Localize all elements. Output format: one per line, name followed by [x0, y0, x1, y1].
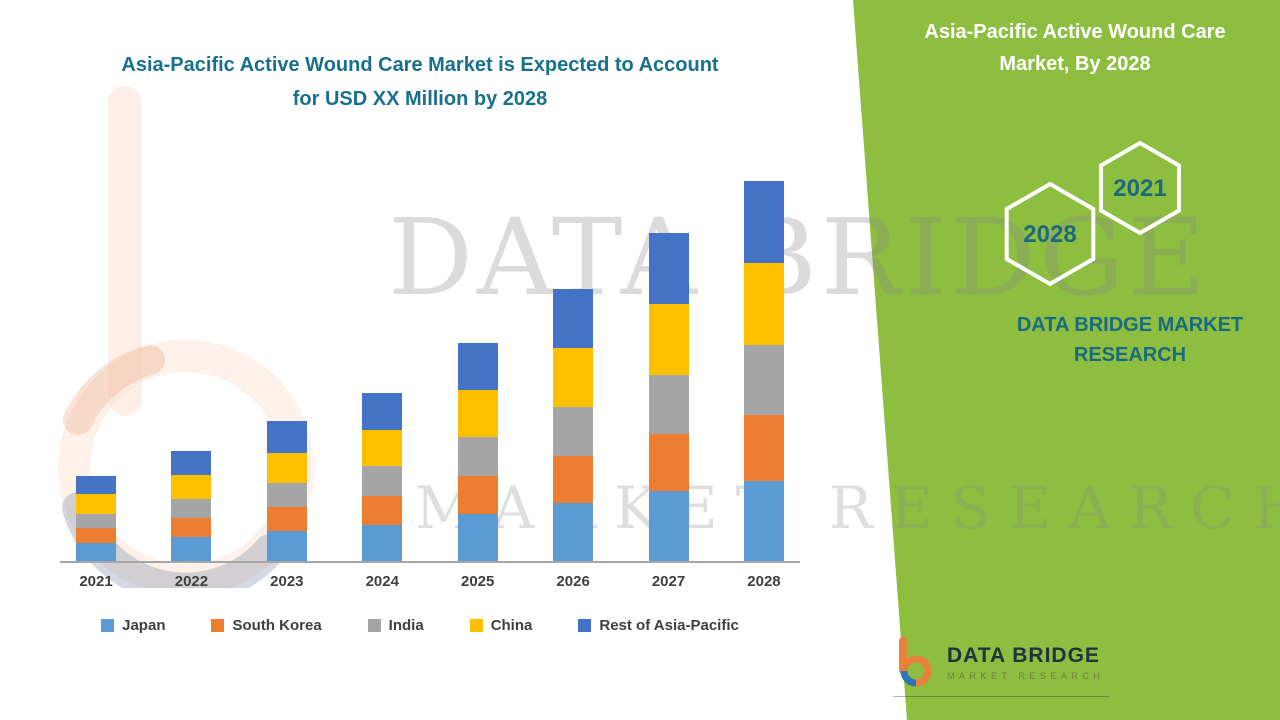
- legend-label: China: [490, 617, 533, 634]
- bar-segment-2027-japan: [648, 491, 689, 561]
- bar-2026: [553, 289, 594, 561]
- bar-segment-2022-india: [171, 499, 212, 518]
- chart-title-line1: Asia-Pacific Active Wound Care Market is…: [121, 54, 719, 76]
- bar-segment-2021-south-korea: [76, 528, 116, 543]
- bar-segment-2025-japan: [457, 514, 498, 561]
- bar-segment-2021-china: [76, 494, 116, 514]
- year-hexagons: 2028 2021: [1004, 140, 1181, 287]
- bar-segment-2028-japan: [743, 481, 784, 561]
- bar-segment-2021-japan: [76, 543, 116, 561]
- bar-segment-2023-india: [266, 483, 307, 507]
- bar-segment-2022-japan: [171, 537, 212, 561]
- bar-segment-2022-south-korea: [171, 518, 212, 537]
- bar-segment-2023-china: [266, 453, 307, 483]
- legend: Japan South Korea India China Rest of Asia-P…: [40, 617, 800, 634]
- legend-swatch: [469, 619, 483, 632]
- data-bridge-logo-icon: [899, 637, 932, 687]
- x-label-2022: 2022: [174, 573, 209, 590]
- bar-2024: [362, 393, 403, 561]
- bar-segment-2024-china: [362, 430, 403, 466]
- legend-label: Rest of Asia-Pacific: [599, 617, 739, 634]
- bar-segment-2021-rest-of-asia-pacific: [76, 476, 116, 494]
- bar-segment-2024-japan: [362, 525, 403, 561]
- bar-segment-2026-rest-of-asia-pacific: [553, 289, 594, 348]
- legend-swatch: [578, 619, 592, 632]
- footer-logo-text: DATA BRIDGE MARKET RESEARCH: [947, 644, 1104, 681]
- chart-title: Asia-Pacific Active Wound Care Market is…: [40, 48, 800, 116]
- x-label-2023: 2023: [270, 573, 304, 590]
- bar-segment-2028-south-korea: [743, 415, 784, 481]
- x-axis-labels: 2021 2022 2023 2024 2025 2026 2027 2028: [60, 573, 800, 590]
- bar-segment-2027-rest-of-asia-pacific: [648, 233, 689, 304]
- legend-swatch: [367, 619, 381, 632]
- bar-2022: [171, 451, 212, 561]
- legend-label: India: [388, 617, 424, 634]
- bar-2028: [743, 181, 784, 561]
- legend-item-south-korea: South Korea: [211, 617, 322, 634]
- bar-2025: [457, 343, 498, 561]
- chart-title-line2: for USD XX Million by 2028: [292, 88, 548, 110]
- bar-2021: [76, 476, 116, 561]
- bar-segment-2028-rest-of-asia-pacific: [743, 181, 784, 263]
- footer-logo-subtitle: MARKET RESEARCH: [947, 670, 1105, 681]
- bar-segment-2025-india: [457, 437, 498, 476]
- side-panel-title: Asia-Pacific Active Wound Care Market, B…: [890, 16, 1260, 80]
- bar-segment-2025-china: [457, 390, 498, 437]
- bar-segment-2027-india: [648, 375, 689, 434]
- x-label-2021: 2021: [79, 573, 113, 590]
- x-label-2027: 2027: [651, 573, 686, 590]
- bar-segment-2022-rest-of-asia-pacific: [171, 451, 212, 475]
- bar-segment-2023-japan: [266, 531, 307, 561]
- bar-segment-2027-china: [648, 304, 689, 375]
- hexagon-2028-icon: [1004, 181, 1096, 287]
- legend-item-china: China: [469, 617, 533, 634]
- x-label-2024: 2024: [365, 573, 399, 590]
- footer-logo-name: DATA BRIDGE: [947, 643, 1100, 667]
- x-label-2026: 2026: [556, 573, 590, 590]
- bar-segment-2025-rest-of-asia-pacific: [457, 343, 498, 390]
- legend-swatch: [101, 619, 115, 632]
- bar-chart: [60, 176, 800, 563]
- bar-segment-2024-india: [362, 466, 403, 496]
- legend-label: South Korea: [232, 617, 322, 634]
- x-label-2025: 2025: [461, 573, 495, 590]
- hexagon-2021-label: 2021: [1113, 175, 1166, 202]
- bar-segment-2027-south-korea: [648, 434, 689, 491]
- side-panel-title-line2: Market, By 2028: [999, 53, 1151, 75]
- legend-swatch: [211, 619, 225, 632]
- footer-logo: DATA BRIDGE MARKET RESEARCH: [893, 636, 1109, 697]
- bar-segment-2026-south-korea: [553, 456, 594, 503]
- bar-segment-2024-rest-of-asia-pacific: [362, 393, 403, 430]
- bar-segment-2022-china: [171, 475, 212, 499]
- bar-segment-2023-south-korea: [266, 507, 307, 531]
- side-panel-title-line1: Asia-Pacific Active Wound Care: [924, 21, 1226, 43]
- legend-label: Japan: [122, 617, 166, 634]
- legend-item-japan: Japan: [101, 617, 165, 634]
- bar-2023: [266, 421, 307, 561]
- bar-segment-2028-china: [743, 263, 784, 345]
- legend-item-rest-of-asia-pacific: Rest of Asia-Pacific: [578, 617, 739, 634]
- bar-segment-2025-south-korea: [457, 476, 498, 514]
- bar-segment-2021-india: [76, 514, 116, 528]
- x-label-2028: 2028: [747, 573, 781, 590]
- bar-segment-2023-rest-of-asia-pacific: [266, 421, 307, 453]
- bar-segment-2026-india: [553, 407, 594, 456]
- bar-segment-2026-china: [553, 348, 594, 407]
- hexagon-2021-icon: [1099, 140, 1181, 236]
- watermark-text-line1: DATA BRIDGE: [388, 196, 1210, 319]
- bar-segment-2026-japan: [553, 503, 594, 561]
- bar-segment-2024-south-korea: [362, 496, 403, 525]
- bar-2027: [648, 233, 689, 561]
- hexagon-2028-label: 2028: [1023, 221, 1076, 248]
- bar-segment-2028-india: [743, 345, 784, 415]
- legend-item-india: India: [367, 617, 424, 634]
- side-panel-brand: DATA BRIDGE MARKET RESEARCH: [1000, 310, 1260, 370]
- side-panel-brand-line2: RESEARCH: [1073, 344, 1187, 366]
- side-panel-brand-line1: DATA BRIDGE MARKET: [1016, 314, 1244, 336]
